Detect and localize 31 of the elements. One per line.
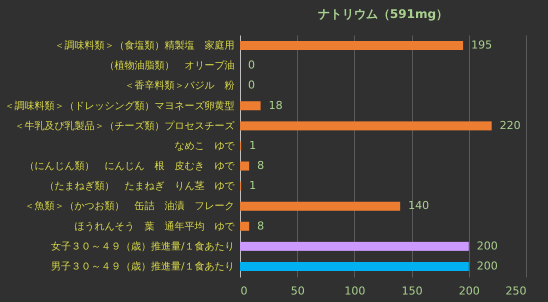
y-tick-label: ＜調味料類＞（食塩類）精製塩 家庭用 — [54, 40, 234, 52]
data-label: 140 — [408, 199, 430, 212]
x-tick-label: 200 — [458, 284, 480, 298]
y-tick-label: ほうれんそう 葉 通年平均 ゆで — [74, 220, 236, 232]
y-tick-label: （植物油脂類） オリーブ油 — [104, 60, 234, 72]
data-label: 1 — [249, 138, 256, 152]
chart-title: ナトリウム（591mg） — [318, 7, 448, 21]
y-tick-label: ＜調味料類＞（ドレッシング類）マヨネーズ卵黄型 — [4, 100, 234, 112]
data-label: 220 — [500, 118, 521, 132]
y-tick-label: なめこ ゆで — [174, 140, 236, 152]
data-label: 8 — [257, 219, 264, 232]
data-label: 18 — [268, 98, 283, 112]
y-tick-label: 女子３０～４９（歳）推進量/１食あたり — [51, 240, 234, 252]
x-tick-label: 100 — [344, 284, 366, 298]
data-label: 0 — [248, 78, 255, 92]
x-tick-label: 150 — [402, 284, 423, 298]
data-label: 0 — [248, 58, 255, 72]
y-tick-label: ＜牛乳及び乳製品＞（チーズ類）プロセスチーズ — [14, 120, 236, 132]
y-tick-label: 男子３０～４９（歳）推進量/１食あたり — [51, 260, 234, 272]
y-tick-label: ＜香辛料類＞バジル 粉 — [124, 80, 234, 92]
data-label: 1 — [249, 179, 256, 192]
x-tick-label: 50 — [290, 284, 305, 298]
y-tick-label: （にんじん類） にんじん 根 皮むき ゆで — [24, 160, 236, 172]
y-tick-label: （たまねぎ類） たまねぎ りん茎 ゆで — [44, 180, 236, 192]
data-label: 8 — [257, 159, 264, 172]
x-tick-label: 0 — [240, 284, 248, 298]
data-label: 195 — [471, 38, 492, 52]
data-label: 200 — [476, 259, 498, 272]
y-tick-label: ＜魚類＞（かつお類） 缶詰 油漬 フレーク — [24, 200, 234, 212]
data-label: 200 — [476, 239, 498, 252]
x-tick-label: 250 — [506, 284, 526, 298]
